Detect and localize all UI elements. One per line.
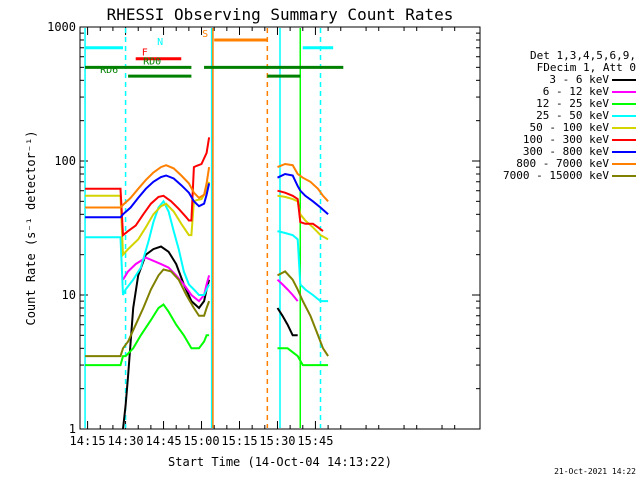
series-line	[85, 181, 211, 258]
series-layer	[85, 137, 329, 430]
legend-entry: 50 - 100 keV	[478, 122, 636, 134]
vertical-markers	[84, 28, 322, 428]
state-label-s: S	[202, 29, 208, 40]
legend-swatch	[612, 139, 636, 141]
series-line	[85, 199, 210, 296]
series-line	[277, 347, 329, 367]
series-line	[85, 174, 211, 219]
legend-entry-label: 7000 - 15000 keV	[503, 169, 609, 182]
x-tick-label: 15:30	[259, 434, 295, 448]
plot-frame	[79, 26, 481, 430]
legend-entry: 3 - 6 keV	[478, 74, 636, 86]
legend-swatch	[612, 115, 636, 117]
state-label-rd6: RD6	[100, 65, 118, 76]
legend-swatch	[612, 163, 636, 165]
legend-entry-label: 100 - 300 keV	[522, 133, 609, 146]
y-tick-label: 10	[62, 288, 76, 302]
series-line	[85, 164, 211, 209]
legend-entry: 300 - 800 keV	[478, 146, 636, 158]
legend-entry: 100 - 300 keV	[478, 134, 636, 146]
state-label-rd0: RD0	[143, 56, 161, 67]
x-tick-label: 15:45	[297, 434, 333, 448]
legend-entry: 12 - 25 keV	[478, 98, 636, 110]
state-label-n: N	[157, 37, 163, 48]
series-line	[85, 303, 210, 367]
x-tick-label: 15:00	[183, 434, 219, 448]
legend-entry: 7000 - 15000 keV	[478, 170, 636, 182]
series-line	[85, 268, 211, 358]
state-bars: NF S RD0 RD6	[85, 29, 344, 78]
legend-entry: 25 - 50 keV	[478, 110, 636, 122]
y-tick-label: 100	[54, 154, 76, 168]
y-tick-label: 1000	[47, 20, 76, 34]
y-axis-label: Count Rate (s⁻¹ detector⁻¹)	[24, 130, 38, 325]
legend-entry-label: 12 - 25 keV	[536, 97, 609, 110]
series-line	[277, 189, 324, 232]
x-axis-label: Start Time (14-Oct-04 14:13:22)	[168, 455, 392, 469]
chart-title: RHESSI Observing Summary Count Rates	[107, 5, 454, 24]
series-line	[85, 137, 211, 238]
series-line	[277, 270, 329, 357]
legend-swatch	[612, 175, 636, 177]
legend-header-2: FDecim 1, Att 0	[536, 61, 636, 74]
legend-entry-label: 6 - 12 keV	[542, 85, 609, 98]
legend-entry-label: 25 - 50 keV	[536, 109, 609, 122]
legend-swatch	[612, 127, 636, 129]
legend-entry-label: 800 - 7000 keV	[516, 157, 609, 170]
axis-ticks: 1 10 100 1000 14:15 14:30 14:45 15:00 15:15 15:30…	[47, 20, 481, 448]
series-line	[276, 307, 298, 337]
legend-swatch	[612, 151, 636, 153]
series-line	[277, 230, 329, 303]
legend-entries: 3 - 6 keV 6 - 12 keV 12 - 25 keV 25 - 50 ke…	[478, 74, 636, 182]
footer-timestamp: 21-Oct-2021 14:22	[554, 467, 636, 476]
x-tick-label: 15:15	[221, 434, 257, 448]
x-tick-label: 14:45	[145, 434, 181, 448]
x-tick-label: 14:30	[108, 434, 144, 448]
legend-swatch	[612, 91, 636, 93]
legend-swatch	[612, 79, 636, 81]
legend: Det 1,3,4,5,6,9, FDecim 1, Att 0 3 - 6 k…	[478, 50, 636, 182]
series-line	[276, 278, 299, 302]
series-line	[277, 172, 329, 216]
series-line	[277, 162, 329, 202]
state-label-f: F	[142, 48, 148, 59]
legend-entry-label: 3 - 6 keV	[549, 73, 609, 86]
y-tick-label: 1	[69, 422, 76, 436]
legend-entry: 800 - 7000 keV	[478, 158, 636, 170]
legend-swatch	[612, 103, 636, 105]
x-tick-label: 14:15	[70, 434, 106, 448]
legend-header-1: Det 1,3,4,5,6,9,	[530, 49, 636, 62]
series-line	[122, 245, 211, 430]
legend-entry-label: 300 - 800 keV	[522, 145, 609, 158]
legend-entry: 6 - 12 keV	[478, 86, 636, 98]
legend-entry-label: 50 - 100 keV	[529, 121, 609, 134]
